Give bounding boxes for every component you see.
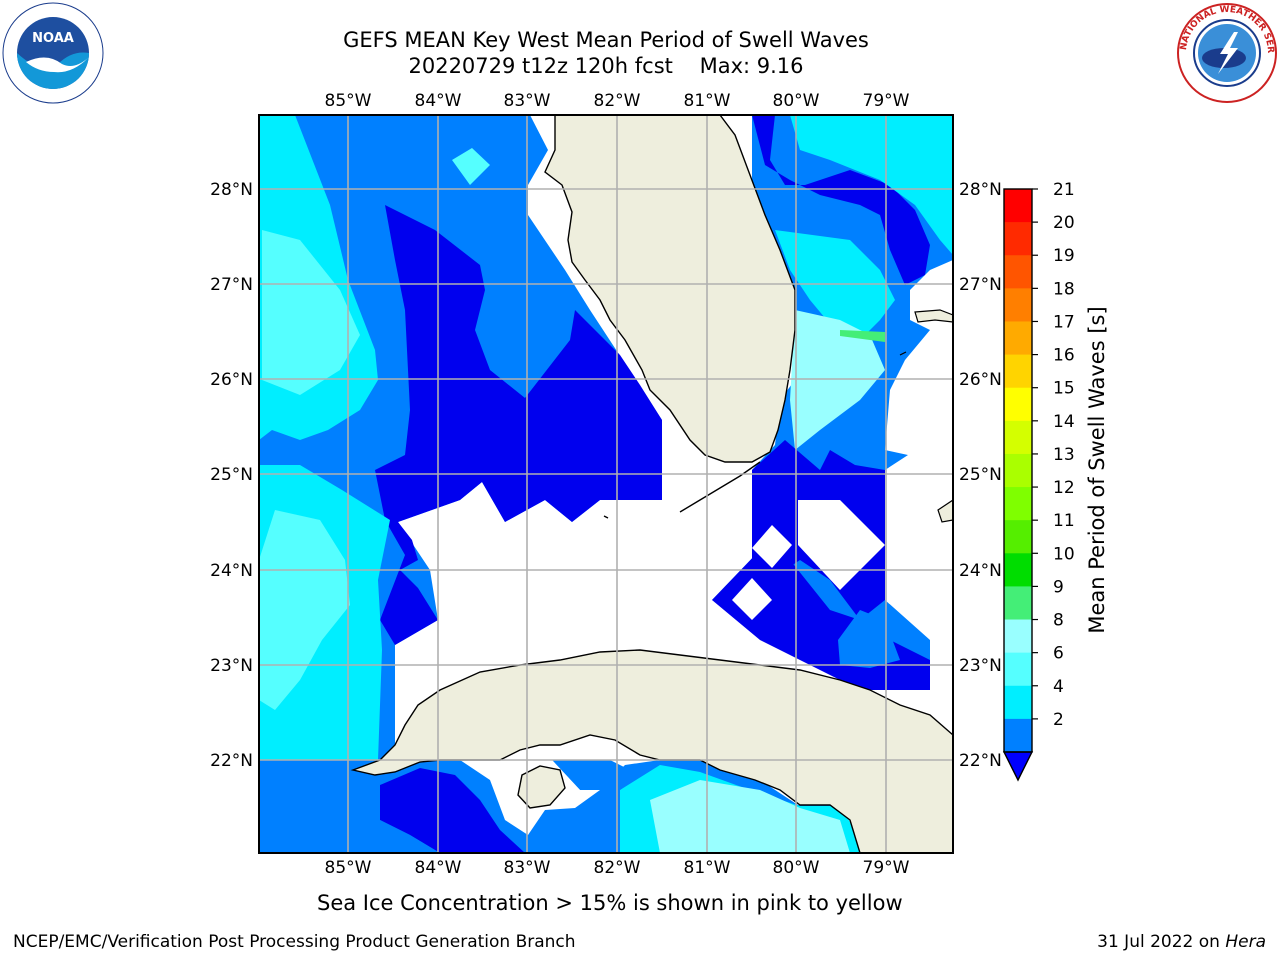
colorbar-tick-label: 17 [1053, 312, 1075, 332]
lon-label-top: 79°W [863, 91, 910, 111]
colorbar-tick-label: 9 [1053, 577, 1064, 597]
colorbar-tick-label: 6 [1053, 644, 1064, 664]
map-frame [258, 114, 954, 854]
colorbar-tick-label: 14 [1053, 412, 1075, 432]
colorbar-segment [1004, 255, 1032, 289]
lon-label-top: 83°W [504, 91, 551, 111]
lon-label-bottom: 81°W [684, 858, 731, 878]
lon-label-top: 84°W [415, 91, 462, 111]
lat-label-right: 26°N [959, 370, 1002, 390]
lat-label-right: 23°N [959, 656, 1002, 676]
lon-label-bottom: 84°W [415, 858, 462, 878]
colorbar-tick-label: 16 [1053, 346, 1075, 366]
colorbar-segment [1004, 586, 1032, 621]
lat-label-left: 25°N [210, 465, 253, 485]
noaa-logo-icon: NOAA [2, 2, 104, 104]
lat-label-left: 27°N [210, 275, 253, 295]
chart-title: GEFS MEAN Key West Mean Period of Swell … [343, 28, 869, 52]
colorbar-tick-label: 20 [1053, 213, 1075, 233]
colorbar-tick-label: 2 [1053, 710, 1064, 730]
colorbar-segment [1004, 222, 1032, 256]
lon-label-bottom: 80°W [773, 858, 820, 878]
lat-label-left: 26°N [210, 370, 253, 390]
noaa-logo-text: NOAA [32, 31, 74, 46]
colorbar-tick-label: 15 [1053, 379, 1075, 399]
lon-label-top: 81°W [684, 91, 731, 111]
colorbar-segment [1004, 453, 1032, 488]
colorbar-tick-label: 11 [1053, 511, 1075, 531]
colorbar-segment [1004, 520, 1032, 554]
lat-label-right: 25°N [959, 465, 1002, 485]
lon-label-top: 85°W [325, 91, 372, 111]
map-panel [259, 115, 953, 853]
credit-branch: NCEP/EMC/Verification Post Processing Pr… [13, 932, 576, 952]
colorbar-tick-label: 21 [1053, 180, 1075, 200]
colorbar-segment [1004, 619, 1032, 654]
map-gridlines [259, 115, 953, 853]
colorbar-segment [1004, 718, 1032, 753]
colorbar-tick-label: 13 [1053, 445, 1075, 465]
colorbar-segment [1004, 288, 1032, 322]
lat-label-right: 28°N [959, 180, 1002, 200]
colorbar-segment [1004, 487, 1032, 521]
lat-label-left: 22°N [210, 751, 253, 771]
colorbar-tick-label: 12 [1053, 478, 1075, 498]
nws-logo-icon: NATIONAL WEATHER SERVICE [1176, 2, 1277, 103]
colorbar-segment [1004, 553, 1032, 587]
lon-label-bottom: 79°W [863, 858, 910, 878]
colorbar-tick-label: 19 [1053, 246, 1075, 266]
colorbar-segment [1004, 387, 1032, 422]
colorbar-tick-label: 8 [1053, 611, 1064, 631]
lat-label-left: 24°N [210, 561, 253, 581]
colorbar-segment [1004, 354, 1032, 389]
lat-label-right: 27°N [959, 275, 1002, 295]
credit-host: Hera [1225, 932, 1266, 952]
lat-label-right: 22°N [959, 751, 1002, 771]
colorbar-extend-arrow [1002, 751, 1034, 782]
lon-label-top: 82°W [594, 91, 641, 111]
colorbar-segment [1004, 685, 1032, 720]
sea-ice-note: Sea Ice Concentration > 15% is shown in … [317, 891, 903, 915]
credit-date-text: 31 Jul 2022 on [1097, 932, 1226, 952]
lon-label-bottom: 83°W [504, 858, 551, 878]
colorbar-segment [1004, 652, 1032, 687]
colorbar-outline [1003, 188, 1033, 753]
credit-date: 31 Jul 2022 on Hera [1097, 932, 1266, 952]
lat-label-right: 24°N [959, 561, 1002, 581]
colorbar: 21 20 19 18 17 16 15 14 13 12 11 10 9 8 6 4 2 [1002, 180, 1075, 782]
colorbar-segment [1004, 189, 1032, 223]
colorbar-tick-label: 18 [1053, 279, 1075, 299]
chart-subtitle: 20220729 t12z 120h fcst Max: 9.16 [408, 54, 804, 78]
lat-label-left: 23°N [210, 656, 253, 676]
lat-label-left: 28°N [210, 180, 253, 200]
colorbar-tick-label: 4 [1053, 677, 1064, 697]
lon-label-bottom: 85°W [325, 858, 372, 878]
colorbar-segment [1004, 420, 1032, 455]
lon-label-top: 80°W [773, 91, 820, 111]
colorbar-segment [1004, 321, 1032, 356]
lon-label-bottom: 82°W [594, 858, 641, 878]
colorbar-tick-label: 10 [1053, 544, 1075, 564]
colorbar-title: Mean Period of Swell Waves [s] [1085, 306, 1109, 634]
